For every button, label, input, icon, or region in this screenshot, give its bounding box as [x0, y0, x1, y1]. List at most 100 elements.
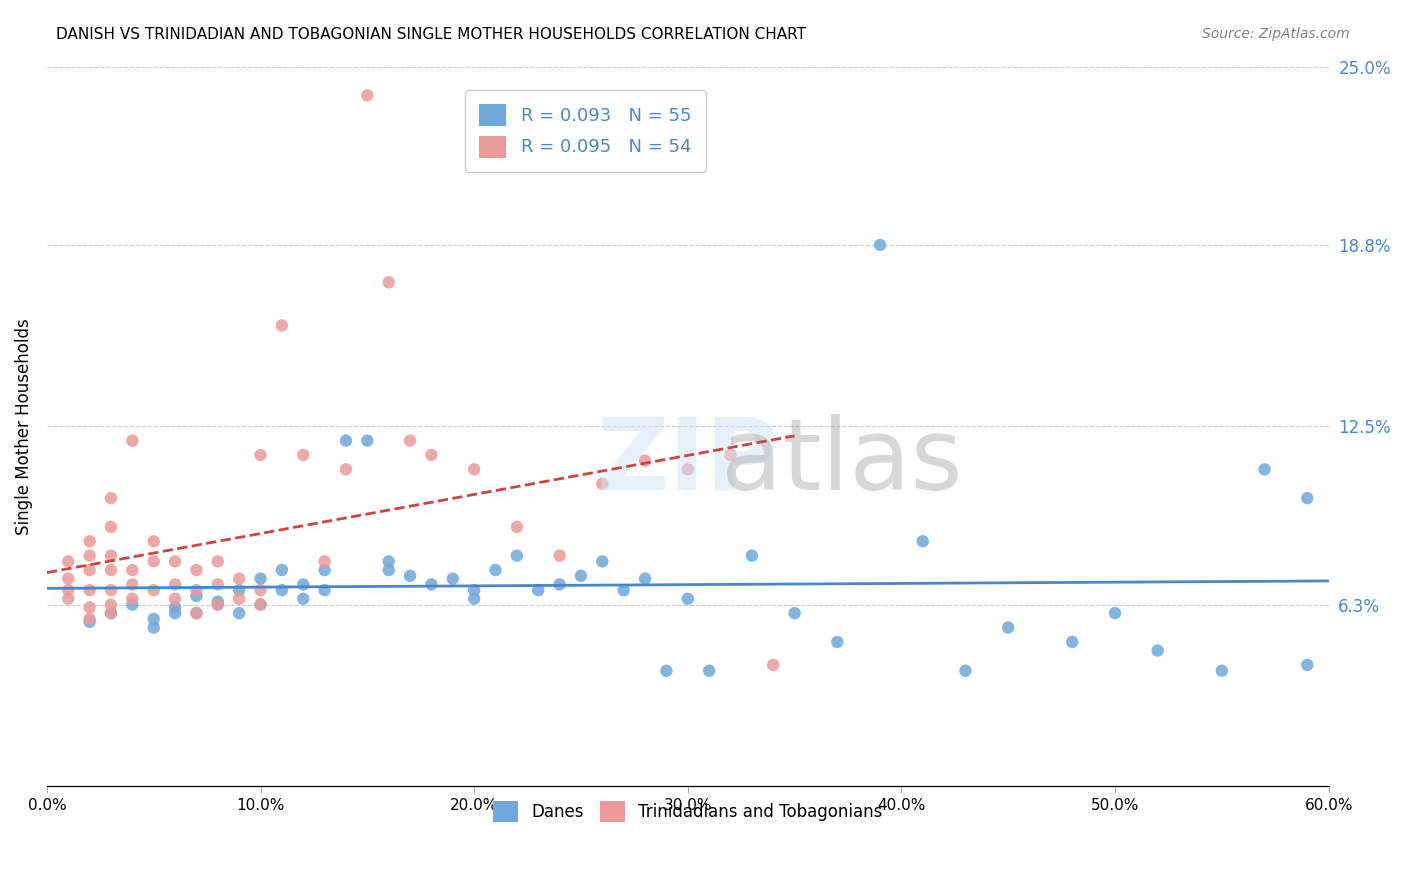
Point [399, 568, 422, 582]
Point [377, 554, 399, 568]
Point [186, 583, 208, 598]
Point [142, 621, 165, 635]
Point [249, 598, 271, 612]
Point [911, 534, 934, 549]
Point [79, 600, 101, 615]
Point [1211, 664, 1233, 678]
Point [100, 563, 122, 577]
Point [142, 612, 165, 626]
Point [613, 583, 636, 598]
Point [100, 598, 122, 612]
Point [121, 434, 143, 448]
Point [121, 577, 143, 591]
Point [186, 606, 208, 620]
Point [79, 534, 101, 549]
Point [955, 664, 977, 678]
Point [249, 583, 271, 598]
Point [165, 591, 187, 606]
Point [762, 657, 785, 672]
Point [79, 583, 101, 598]
Point [634, 572, 657, 586]
Point [100, 549, 122, 563]
Point [869, 238, 891, 252]
Point [79, 549, 101, 563]
Point [249, 598, 271, 612]
Point [1296, 491, 1319, 505]
Point [377, 276, 399, 290]
Point [207, 577, 229, 591]
Point [58, 572, 80, 586]
Point [591, 476, 613, 491]
Point [100, 583, 122, 598]
Point [314, 583, 336, 598]
Point [186, 589, 208, 603]
Point [527, 583, 550, 598]
Text: Source: ZipAtlas.com: Source: ZipAtlas.com [1202, 27, 1350, 41]
Point [207, 595, 229, 609]
Point [100, 491, 122, 505]
Point [997, 621, 1019, 635]
Point [1104, 606, 1126, 620]
Point [591, 554, 613, 568]
Point [165, 554, 187, 568]
Point [720, 448, 742, 462]
Point [420, 577, 443, 591]
Point [676, 462, 699, 476]
Point [399, 434, 422, 448]
Point [314, 554, 336, 568]
Point [79, 612, 101, 626]
Legend: Danes, Trinidadians and Tobagonians: Danes, Trinidadians and Tobagonians [479, 788, 896, 835]
Point [463, 591, 485, 606]
Point [207, 598, 229, 612]
Text: ZIP: ZIP [596, 414, 779, 510]
Point [420, 448, 443, 462]
Point [186, 606, 208, 620]
Point [463, 462, 485, 476]
Point [165, 600, 187, 615]
Point [121, 591, 143, 606]
Point [655, 664, 678, 678]
Point [100, 606, 122, 620]
Point [783, 606, 806, 620]
Point [121, 563, 143, 577]
Point [506, 520, 529, 534]
Point [270, 583, 292, 598]
Point [186, 563, 208, 577]
Point [1296, 657, 1319, 672]
Point [356, 88, 378, 103]
Point [548, 549, 571, 563]
Point [463, 583, 485, 598]
Point [165, 606, 187, 620]
Point [292, 591, 315, 606]
Point [292, 577, 315, 591]
Point [207, 598, 229, 612]
Point [228, 572, 250, 586]
Point [1146, 643, 1168, 657]
Point [484, 563, 506, 577]
Text: DANISH VS TRINIDADIAN AND TOBAGONIAN SINGLE MOTHER HOUSEHOLDS CORRELATION CHART: DANISH VS TRINIDADIAN AND TOBAGONIAN SIN… [56, 27, 806, 42]
Point [58, 554, 80, 568]
Point [270, 318, 292, 333]
Point [165, 577, 187, 591]
Point [249, 448, 271, 462]
Point [1062, 635, 1084, 649]
Point [506, 549, 529, 563]
Text: atlas: atlas [721, 414, 962, 510]
Point [827, 635, 849, 649]
Point [634, 453, 657, 467]
Point [676, 591, 699, 606]
Y-axis label: Single Mother Households: Single Mother Households [15, 318, 32, 534]
Point [207, 554, 229, 568]
Point [292, 448, 315, 462]
Point [335, 434, 357, 448]
Point [100, 520, 122, 534]
Point [228, 606, 250, 620]
Point [548, 577, 571, 591]
Point [58, 583, 80, 598]
Point [697, 664, 720, 678]
Point [270, 563, 292, 577]
Point [121, 598, 143, 612]
Point [335, 462, 357, 476]
Point [1253, 462, 1275, 476]
Point [58, 591, 80, 606]
